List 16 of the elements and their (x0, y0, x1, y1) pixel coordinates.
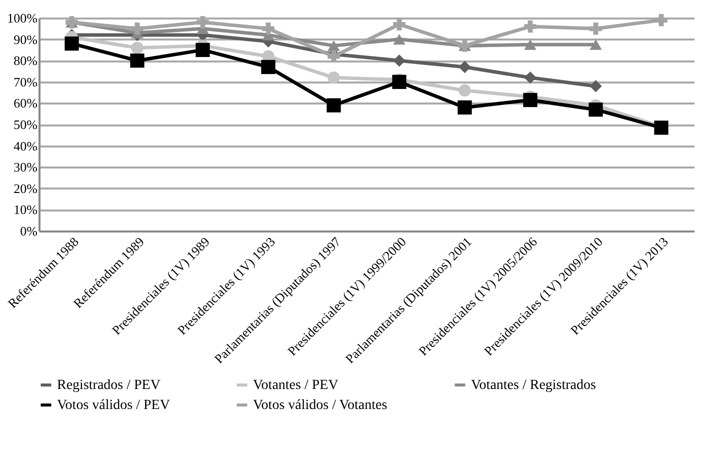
y-tick-label: 100% (7, 10, 38, 26)
y-tick-label: 30% (14, 160, 38, 175)
y-tick-label: 80% (14, 53, 38, 68)
y-tick-label: 90% (14, 32, 38, 47)
y-tick-label: 20% (14, 180, 38, 196)
y-tick-label: 50% (14, 117, 38, 132)
legend-label: Votos válidos / Votantes (253, 398, 388, 413)
y-tick-label: 40% (14, 138, 38, 154)
legend-label: Votos válidos / PEV (57, 398, 170, 413)
legend-label: Votantes / PEV (253, 378, 338, 393)
y-tick-label: 70% (14, 74, 38, 90)
y-tick-label: 60% (14, 96, 38, 111)
y-tick-label: 10% (14, 202, 38, 218)
legend-label: Votantes / Registrados (471, 378, 596, 393)
legend-label: Registrados / PEV (57, 378, 160, 393)
y-tick-label: 0% (20, 224, 38, 238)
